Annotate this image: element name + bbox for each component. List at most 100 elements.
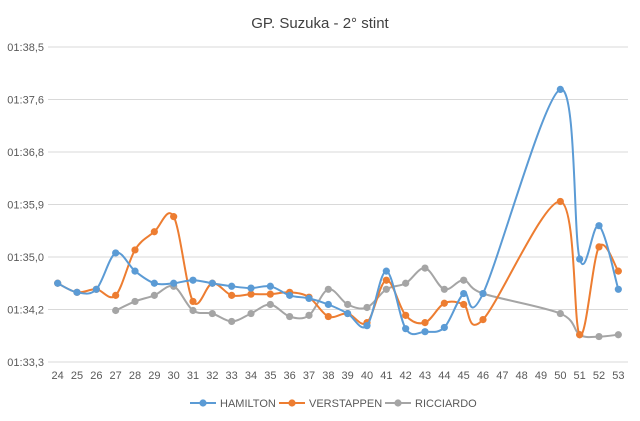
- data-point-ricciardo: [614, 331, 622, 339]
- x-tick-label: 51: [574, 370, 586, 382]
- data-point-ricciardo: [208, 309, 216, 318]
- legend-label-ricciardo: RICCIARDO: [415, 398, 477, 410]
- data-point-ricciardo: [247, 309, 255, 318]
- y-axis: 01:33,3 01:34,2 01:35,0 01:35,9 01:36,8 01:37…: [7, 42, 44, 369]
- gridlines: [48, 46, 628, 363]
- data-point-ricciardo: [228, 317, 236, 326]
- x-tick-label: 25: [71, 370, 83, 382]
- x-tick-label: 45: [458, 370, 470, 382]
- data-point-hamilton: [170, 279, 178, 287]
- data-point-ricciardo: [266, 300, 274, 309]
- data-point-hamilton: [614, 285, 622, 293]
- data-point-hamilton: [189, 276, 197, 284]
- data-point-ricciardo: [460, 276, 468, 284]
- data-point-hamilton: [131, 267, 139, 275]
- legend-label-verstappen: VERSTAPPEN: [309, 398, 382, 410]
- x-tick-label: 47: [496, 370, 508, 382]
- x-tick-label: 41: [380, 370, 392, 382]
- legend-label-hamilton: HAMILTON: [220, 398, 276, 410]
- y-tick-label: 01:33,3: [7, 357, 44, 369]
- data-point-verstappen: [576, 331, 584, 339]
- y-tick-label: 01:34,2: [7, 305, 44, 317]
- x-tick-label: 27: [110, 370, 122, 382]
- x-tick-label: 37: [303, 370, 315, 382]
- chart-title: GP. Suzuka - 2° stint: [251, 15, 389, 32]
- x-tick-label: 26: [90, 370, 102, 382]
- series-verstappen: [54, 197, 622, 339]
- data-point-hamilton: [460, 289, 468, 298]
- y-tick-label: 01:36,8: [7, 147, 44, 159]
- data-point-hamilton: [479, 289, 487, 298]
- data-point-hamilton: [556, 85, 564, 94]
- x-tick-label: 31: [187, 370, 199, 382]
- x-tick-label: 29: [148, 370, 160, 382]
- data-point-hamilton: [150, 279, 158, 287]
- data-point-hamilton: [324, 300, 332, 309]
- data-point-ricciardo: [595, 332, 603, 341]
- data-point-verstappen: [189, 297, 197, 306]
- data-point-hamilton: [112, 249, 120, 257]
- legend-item-verstappen: VERSTAPPEN: [279, 398, 382, 410]
- data-point-ricciardo: [286, 312, 294, 321]
- x-tick-label: 48: [516, 370, 528, 382]
- data-point-hamilton: [421, 328, 429, 336]
- data-point-hamilton: [305, 294, 313, 302]
- data-point-verstappen: [402, 311, 410, 319]
- data-point-ricciardo: [150, 291, 158, 299]
- data-point-ricciardo: [382, 285, 390, 293]
- legend-item-hamilton: HAMILTON: [190, 398, 276, 410]
- data-point-ricciardo: [363, 303, 371, 312]
- data-point-verstappen: [150, 228, 158, 236]
- x-tick-label: 40: [361, 370, 373, 382]
- series-group: [54, 85, 622, 341]
- x-tick-label: 35: [264, 370, 276, 382]
- x-tick-label: 32: [206, 370, 218, 382]
- x-axis: 24 25 26 27 28 29 30 31 32 33 34 35 36 37 38 39 40 41 42 43…: [52, 370, 625, 382]
- data-point-hamilton: [247, 284, 255, 292]
- data-point-hamilton: [286, 291, 294, 299]
- data-point-verstappen: [131, 246, 139, 254]
- legend-marker-ricciardo: [394, 399, 402, 407]
- x-tick-label: 24: [52, 370, 64, 382]
- data-point-hamilton: [344, 309, 352, 318]
- data-point-hamilton: [266, 282, 274, 290]
- data-point-hamilton: [576, 255, 584, 263]
- data-point-verstappen: [228, 291, 236, 299]
- data-point-verstappen: [170, 213, 178, 221]
- data-point-hamilton: [228, 282, 236, 290]
- x-tick-label: 30: [168, 370, 180, 382]
- data-point-hamilton: [595, 222, 603, 230]
- data-point-verstappen: [421, 319, 429, 327]
- data-point-verstappen: [556, 197, 564, 206]
- x-tick-label: 28: [129, 370, 141, 382]
- data-point-verstappen: [266, 290, 274, 298]
- data-point-ricciardo: [324, 285, 332, 293]
- data-point-ricciardo: [556, 309, 564, 318]
- y-tick-label: 01:35,9: [7, 200, 44, 212]
- legend: HAMILTON VERSTAPPEN RICCIARDO: [190, 398, 477, 410]
- legend-marker-hamilton: [199, 399, 207, 407]
- x-tick-label: 46: [477, 370, 489, 382]
- data-point-verstappen: [440, 299, 448, 307]
- y-tick-label: 01:35,0: [7, 252, 44, 264]
- x-tick-label: 52: [593, 370, 605, 382]
- x-tick-label: 34: [245, 370, 257, 382]
- data-point-ricciardo: [440, 285, 448, 293]
- x-tick-label: 38: [322, 370, 334, 382]
- y-tick-label: 01:38,5: [7, 42, 44, 54]
- x-tick-label: 53: [612, 370, 624, 382]
- data-point-hamilton: [402, 325, 410, 333]
- data-point-verstappen: [595, 243, 603, 251]
- data-point-verstappen: [247, 290, 255, 298]
- series-line-verstappen: [57, 200, 620, 336]
- x-tick-label: 50: [554, 370, 566, 382]
- series-line-hamilton: [57, 88, 620, 336]
- x-tick-label: 44: [438, 370, 450, 382]
- data-point-hamilton: [92, 285, 100, 293]
- data-point-hamilton: [208, 279, 216, 287]
- data-point-verstappen: [614, 267, 622, 275]
- data-point-hamilton: [382, 267, 390, 275]
- data-point-hamilton: [73, 288, 81, 296]
- data-point-ricciardo: [305, 311, 313, 319]
